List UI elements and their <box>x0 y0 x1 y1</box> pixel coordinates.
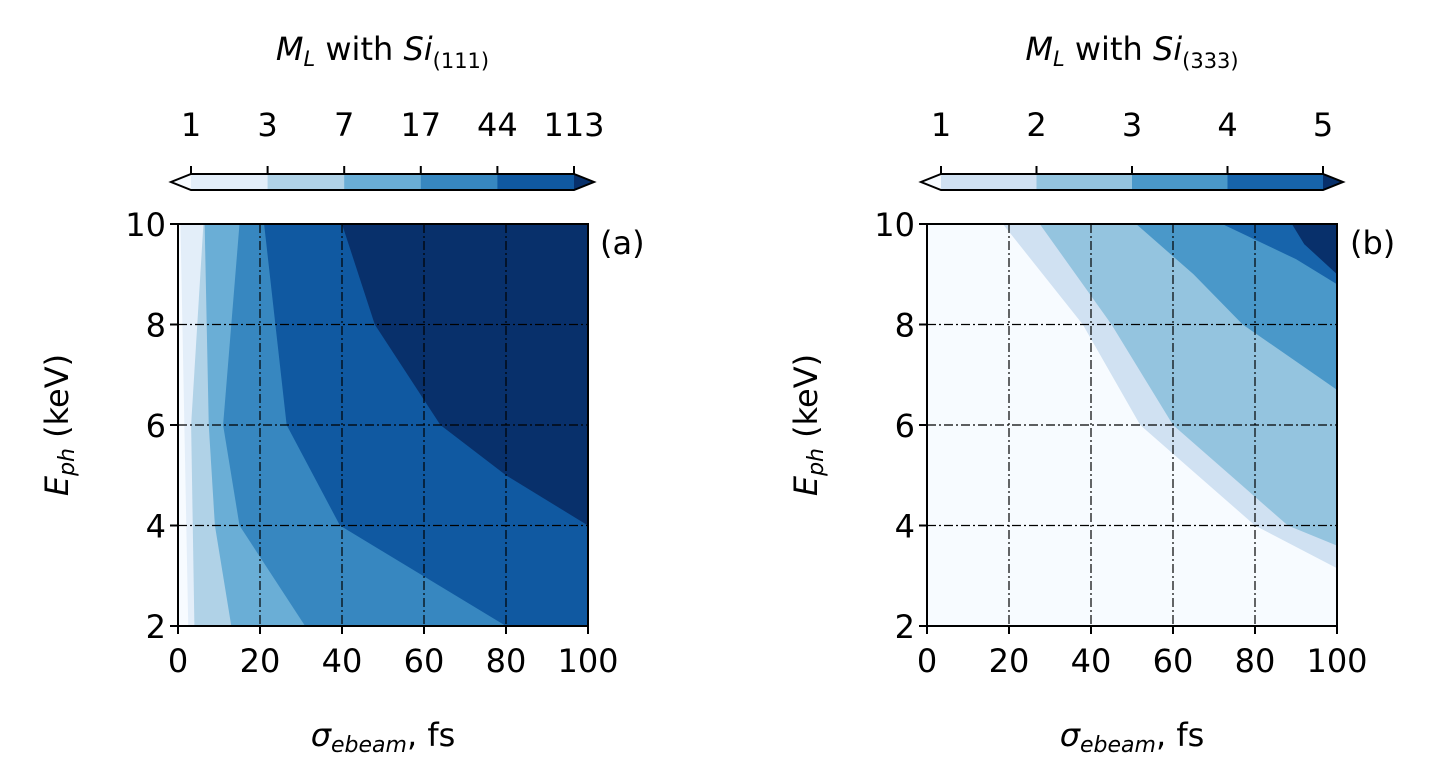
colorbar-segment <box>497 174 575 190</box>
panel-b: 0 20 40 60 80 100 2 4 6 8 10 σebeam, fs Eph (keV) (b)… <box>787 30 1395 758</box>
colorbar-tick-label: 1 <box>931 106 951 144</box>
contour-region-above-3 <box>1136 224 1337 390</box>
x-tick-label: 20 <box>989 642 1030 680</box>
y-tick-label: 4 <box>146 508 166 546</box>
colorbar-title: ML with Si(333) <box>1025 30 1238 73</box>
colorbar-segment <box>1227 174 1324 190</box>
colorbar-extend-max <box>1323 174 1343 190</box>
x-tick-label: 0 <box>917 642 937 680</box>
panel-a: 0 20 40 60 80 100 2 4 6 8 10 σebeam, fs Eph (keV) (a)… <box>38 30 645 758</box>
x-tick-label: 80 <box>486 642 527 680</box>
y-tick-label: 2 <box>895 608 915 646</box>
colorbar-tick-label: 44 <box>477 106 518 144</box>
x-tick-label: 20 <box>240 642 281 680</box>
y-tick-label: 6 <box>146 407 166 445</box>
y-tick-label: 2 <box>146 608 166 646</box>
colorbar-extend-min <box>171 174 191 190</box>
colorbar: 1 2 3 4 5 <box>918 106 1346 191</box>
colorbar-segment <box>941 174 1037 190</box>
colorbar-tick-label: 3 <box>257 106 277 144</box>
colorbar-segment <box>1036 174 1133 190</box>
colorbar-tick-label: 17 <box>400 106 441 144</box>
colorbar-segment <box>1132 174 1228 190</box>
colorbar-segment <box>191 174 269 190</box>
colorbar-tick-label: 1 <box>181 106 201 144</box>
x-tick-label: 100 <box>1306 642 1367 680</box>
x-axis-label: σebeam, fs <box>311 716 456 758</box>
colorbar-tick-label: 7 <box>334 106 354 144</box>
colorbar-tick-label: 2 <box>1026 106 1046 144</box>
x-axis-label: σebeam, fs <box>1060 716 1205 758</box>
y-tick-label: 8 <box>146 307 166 345</box>
x-tick-label: 40 <box>1071 642 1112 680</box>
colorbar-segment <box>267 174 345 190</box>
y-tick-label: 10 <box>874 206 915 244</box>
colorbar-tick-label: 113 <box>543 106 604 144</box>
colorbar-segment <box>344 174 422 190</box>
grid-lines <box>927 224 1337 626</box>
colorbar-tick-label: 3 <box>1122 106 1142 144</box>
y-axis-label: Eph (keV) <box>787 354 829 496</box>
grid-lines <box>178 224 588 626</box>
x-tick-label: 60 <box>404 642 445 680</box>
colorbar: 1 3 7 17 44 113 <box>168 106 605 191</box>
colorbar-extend-max <box>574 174 594 190</box>
y-axis-label: Eph (keV) <box>38 354 80 496</box>
colorbar-segment <box>420 174 498 190</box>
y-tick-label: 6 <box>895 407 915 445</box>
x-tick-label: 80 <box>1235 642 1276 680</box>
colorbar-tick-label: 5 <box>1313 106 1333 144</box>
contour-region-above-5 <box>1291 224 1337 275</box>
x-tick-label: 40 <box>322 642 363 680</box>
panel-label: (a) <box>600 224 645 262</box>
colorbar-title: ML with Si(111) <box>276 30 489 73</box>
contour-region-above-113 <box>342 224 588 526</box>
x-tick-label: 60 <box>1153 642 1194 680</box>
y-tick-label: 10 <box>125 206 166 244</box>
y-tick-label: 8 <box>895 307 915 345</box>
y-tick-label: 4 <box>895 508 915 546</box>
x-tick-label: 0 <box>168 642 188 680</box>
panel-label: (b) <box>1350 224 1395 262</box>
x-tick-label: 100 <box>557 642 618 680</box>
colorbar-tick-label: 4 <box>1217 106 1237 144</box>
colorbar-extend-min <box>921 174 941 190</box>
